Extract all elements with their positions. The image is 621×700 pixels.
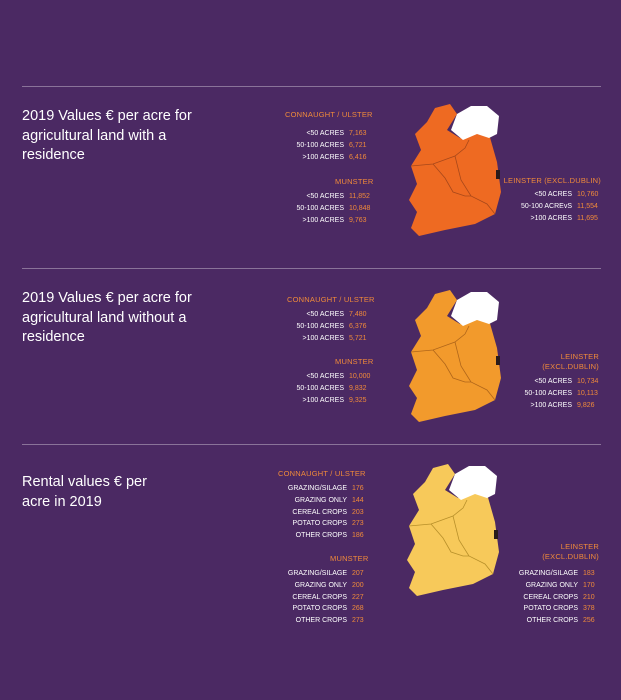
value-row: >100 ACRES 5,721 [302, 334, 367, 342]
value-row: <50 ACRES 11,852 [306, 193, 370, 200]
value-row: <50 ACRES 10,000 [306, 373, 371, 380]
value-row: >100 ACRES 9,826 [530, 401, 595, 409]
section-divider [22, 86, 601, 87]
connaught-title: CONNAUGHT / ULSTER [287, 295, 375, 304]
province-borders [410, 325, 496, 401]
province-borders [408, 499, 494, 575]
dublin-marker [496, 356, 500, 365]
section-1-heading: 2019 Values € per acre for agricultural … [22, 108, 192, 163]
ireland-map-icon [409, 290, 501, 422]
ireland-map-icon [409, 104, 501, 236]
value-row: POTATO CROPS 273 [292, 520, 364, 528]
value-row: <50 ACRES 10,760 [534, 191, 599, 198]
munster-values: <50 ACRES 10,000 50-100 ACRES 9,832 >100 A… [270, 371, 371, 406]
munster-title: MUNSTER [335, 177, 374, 186]
value-row: GRAZING/SILAGE 207 [287, 570, 364, 577]
leinster-title: LEINSTER (EXCL.DUBLIN) [542, 352, 599, 371]
value-row: 50-100 ACRES 6,376 [296, 322, 367, 330]
value-row: GRAZING/SILAGE 183 [518, 570, 595, 577]
value-row: GRAZING ONLY 200 [294, 581, 364, 589]
republic-of-ireland-shape [409, 290, 501, 422]
value-row: >100 ACRES 6,416 [302, 153, 367, 161]
section-divider [22, 268, 601, 269]
connaught-values: GRAZING/SILAGE 176 GRAZING ONLY 144 CEREAL… [265, 483, 364, 542]
value-row: <50 ACRES 10,734 [534, 378, 599, 385]
leinster-values: GRAZING/SILAGE 183 GRAZING ONLY 170 CEREAL… [498, 568, 595, 627]
value-row: CEREAL CROPS 203 [292, 508, 364, 516]
leinster-values: <50 ACRES 10,760 50-100 ACREvS 11,554 >100… [500, 189, 598, 224]
value-row: OTHER CROPS 256 [526, 617, 595, 625]
connaught-values: <50 ACRES 7,163 50-100 ACRES 6,721 >100 AC… [270, 128, 367, 163]
munster-values: GRAZING/SILAGE 207 GRAZING ONLY 200 CEREAL… [265, 568, 364, 627]
value-row: <50 ACRES 7,480 [306, 311, 367, 318]
munster-values: <50 ACRES 11,852 50-100 ACRES 10,848 >100 … [270, 191, 371, 226]
northern-ireland-shape [451, 292, 499, 326]
leinster-title: LEINSTER (EXCL.DUBLIN) [542, 542, 599, 561]
value-row: 50-100 ACRES 10,113 [524, 389, 598, 397]
connaught-title: CONNAUGHT / ULSTER [278, 469, 366, 478]
value-row: CEREAL CROPS 210 [523, 593, 595, 601]
northern-ireland-shape [451, 106, 499, 140]
leinster-values: <50 ACRES 10,734 50-100 ACRES 10,113 >100 … [500, 376, 599, 411]
value-row: POTATO CROPS 268 [292, 605, 364, 613]
northern-ireland-shape [449, 466, 497, 500]
value-row: 50-100 ACRES 10,848 [296, 204, 371, 212]
value-row: <50 ACRES 7,163 [306, 130, 367, 137]
section-2-heading: 2019 Values € per acre for agricultural … [22, 290, 192, 345]
value-row: >100 ACRES 9,763 [302, 216, 367, 224]
value-row: 50-100 ACREvS 11,554 [521, 202, 598, 210]
value-row: GRAZING ONLY 144 [294, 496, 364, 504]
value-row: 50-100 ACRES 6,721 [296, 141, 367, 149]
munster-title: MUNSTER [330, 554, 369, 563]
section-3-heading: Rental values € per acre in 2019 [22, 474, 147, 510]
dublin-marker [494, 530, 498, 539]
value-row: OTHER CROPS 186 [295, 532, 364, 540]
section-divider [22, 444, 601, 445]
value-row: CEREAL CROPS 227 [292, 593, 364, 601]
value-row: >100 ACRES 11,695 [530, 214, 598, 222]
value-row: GRAZING/SILAGE 176 [287, 485, 364, 492]
ireland-map-icon [407, 464, 499, 596]
connaught-title: CONNAUGHT / ULSTER [285, 110, 373, 119]
value-row: POTATO CROPS 378 [523, 605, 595, 613]
leinster-title: LEINSTER (EXCL.DUBLIN) [503, 176, 601, 185]
province-borders [410, 139, 496, 215]
value-row: OTHER CROPS 273 [295, 617, 364, 625]
value-row: >100 ACRES 9,325 [302, 396, 367, 404]
dublin-marker [496, 170, 500, 179]
connaught-values: <50 ACRES 7,480 50-100 ACRES 6,376 >100 AC… [270, 309, 367, 344]
value-row: 50-100 ACRES 9,832 [296, 384, 367, 392]
munster-title: MUNSTER [335, 357, 374, 366]
value-row: GRAZING ONLY 170 [525, 581, 595, 589]
republic-of-ireland-shape [409, 104, 501, 236]
republic-of-ireland-shape [407, 464, 499, 596]
